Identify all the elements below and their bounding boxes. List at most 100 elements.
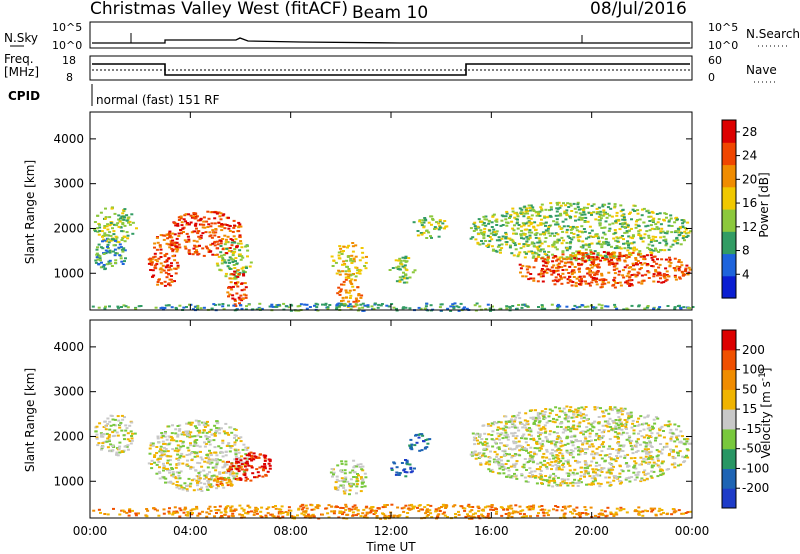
echo-cell xyxy=(601,410,605,413)
echo-cell xyxy=(640,214,644,217)
echo-cell xyxy=(581,442,585,444)
echo-cell xyxy=(537,211,541,214)
echo-cell xyxy=(510,422,514,425)
echo-cell xyxy=(590,460,594,463)
echo-cell xyxy=(218,215,222,218)
echo-cell xyxy=(202,429,206,432)
echo-cell xyxy=(634,462,638,465)
echo-cell xyxy=(244,446,248,449)
echo-cell xyxy=(641,450,645,453)
echo-cell xyxy=(255,308,259,311)
echo-cell xyxy=(588,440,592,443)
echo-cell xyxy=(579,448,583,451)
echo-cell xyxy=(524,437,528,440)
echo-cell xyxy=(553,443,557,446)
echo-cell xyxy=(616,437,620,440)
velocity-echo-field xyxy=(92,405,693,520)
echo-cell xyxy=(635,476,639,479)
echo-cell xyxy=(621,269,625,272)
echo-cell xyxy=(156,283,160,286)
echo-cell xyxy=(532,422,536,425)
echo-cell xyxy=(195,444,199,447)
echo-cell xyxy=(346,306,350,309)
echo-cell xyxy=(103,226,107,229)
echo-cell xyxy=(351,469,355,472)
echo-cell xyxy=(622,216,626,219)
echo-cell xyxy=(579,440,583,442)
echo-cell xyxy=(532,506,535,509)
echo-cell xyxy=(163,450,167,453)
echo-cell xyxy=(597,257,600,260)
echo-cell xyxy=(97,306,101,309)
echo-cell xyxy=(550,442,554,445)
echo-cell xyxy=(590,213,593,216)
echo-cell xyxy=(603,203,607,206)
echo-cell xyxy=(637,432,640,435)
echo-cell xyxy=(164,266,168,269)
echo-cell xyxy=(176,450,180,453)
echo-cell xyxy=(404,459,407,461)
y-tick-label: 3000 xyxy=(53,177,84,191)
echo-cell xyxy=(103,234,107,237)
echo-cell xyxy=(111,227,114,230)
echo-cell xyxy=(510,425,514,428)
echo-cell xyxy=(405,471,409,474)
echo-cell xyxy=(108,231,112,234)
echo-cell xyxy=(434,227,438,230)
echo-cell xyxy=(193,425,197,428)
echo-cell xyxy=(527,433,531,436)
echo-cell xyxy=(509,214,513,216)
echo-cell xyxy=(515,444,519,447)
echo-cell xyxy=(190,421,194,424)
echo-cell xyxy=(559,426,563,428)
echo-cell xyxy=(522,224,526,227)
echo-cell xyxy=(405,277,409,280)
echo-cell xyxy=(214,469,218,472)
echo-cell xyxy=(419,232,423,234)
echo-cell xyxy=(127,216,131,219)
echo-cell xyxy=(515,435,519,437)
echo-cell xyxy=(515,460,519,463)
echo-cell xyxy=(555,221,559,224)
echo-cell xyxy=(630,426,634,429)
echo-cell xyxy=(582,228,586,230)
echo-cell xyxy=(157,514,161,517)
echo-cell xyxy=(568,469,572,472)
echo-cell xyxy=(104,305,107,308)
echo-cell xyxy=(530,505,533,508)
echo-cell xyxy=(196,481,199,484)
echo-cell xyxy=(181,488,185,491)
echo-cell xyxy=(240,255,244,258)
echo-cell xyxy=(554,445,558,448)
echo-cell xyxy=(185,485,188,487)
echo-cell xyxy=(158,472,162,474)
echo-cell xyxy=(605,256,609,259)
echo-cell xyxy=(628,251,631,254)
echo-cell xyxy=(675,242,679,245)
echo-cell xyxy=(675,436,679,439)
echo-cell xyxy=(229,281,233,284)
echo-cell xyxy=(505,210,509,213)
echo-cell xyxy=(559,277,563,280)
echo-cell xyxy=(638,443,642,446)
echo-cell xyxy=(244,462,248,465)
echo-cell xyxy=(563,264,567,267)
echo-cell xyxy=(349,281,353,284)
echo-cell xyxy=(562,462,565,465)
echo-cell xyxy=(152,274,156,277)
echo-cell xyxy=(178,447,182,450)
echo-cell xyxy=(540,413,544,416)
echo-cell xyxy=(495,453,499,456)
echo-cell xyxy=(208,505,212,508)
echo-cell xyxy=(408,307,412,310)
echo-cell xyxy=(164,431,167,433)
echo-cell xyxy=(615,214,619,217)
echo-cell xyxy=(555,210,559,213)
echo-cell xyxy=(556,258,560,261)
echo-cell xyxy=(189,442,192,445)
echo-cell xyxy=(342,283,346,286)
echo-cell xyxy=(444,505,448,508)
echo-cell xyxy=(648,426,652,429)
echo-cell xyxy=(377,507,381,510)
echo-cell xyxy=(576,409,580,412)
